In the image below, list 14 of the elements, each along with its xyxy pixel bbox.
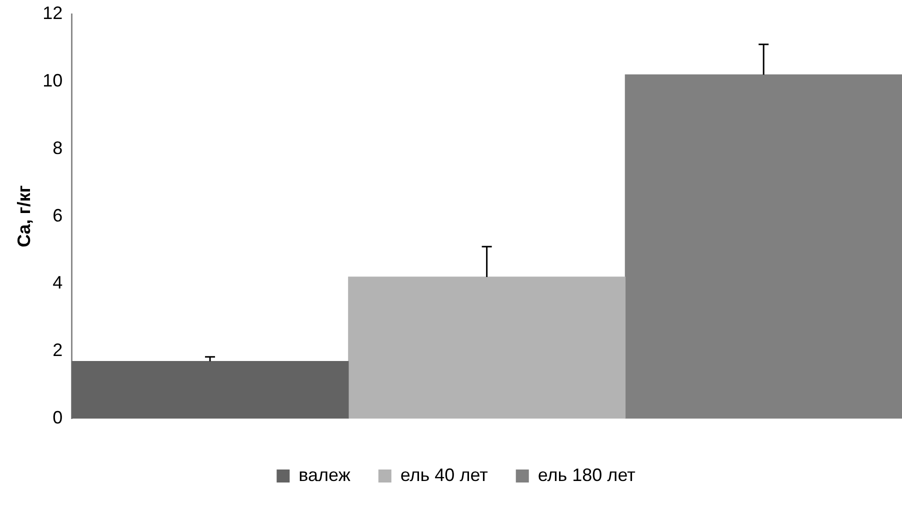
y-axis-title: Ca, г/кг — [14, 184, 34, 248]
legend-label: ель 40 лет — [400, 464, 488, 485]
y-tick-label: 0 — [52, 408, 63, 428]
y-tick-label: 6 — [52, 205, 63, 226]
y-tick-label: 10 — [42, 70, 63, 90]
bar — [624, 74, 902, 419]
y-tick-label: 12 — [42, 2, 63, 23]
bar — [348, 276, 626, 419]
bar — [72, 360, 349, 419]
y-tick-label: 4 — [52, 272, 63, 293]
y-tick-label: 2 — [52, 340, 63, 360]
y-tick-label: 8 — [52, 138, 63, 158]
legend-label: ель 180 лет — [538, 464, 636, 485]
legend-label: валеж — [298, 464, 350, 485]
